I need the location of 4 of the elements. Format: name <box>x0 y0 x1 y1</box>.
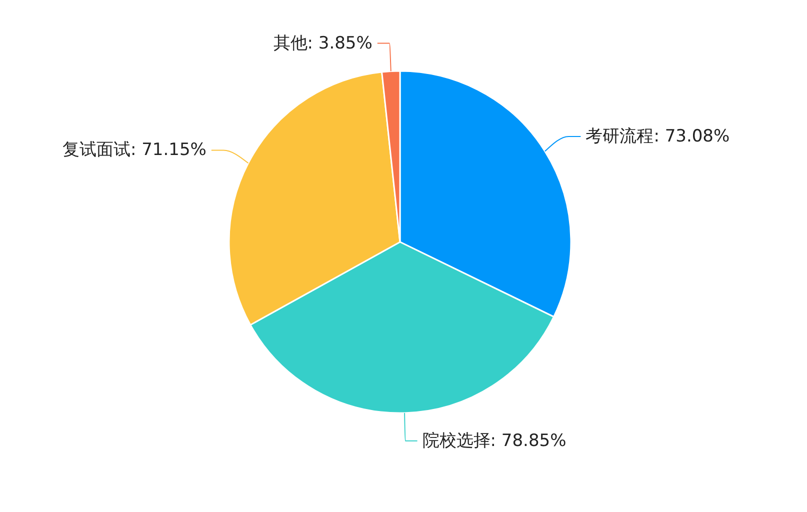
slice-label: 其他: 3.85% <box>273 33 372 54</box>
slice-label: 考研流程: 73.08% <box>586 126 730 146</box>
slice-label: 院校选择: 78.85% <box>422 430 566 451</box>
slice-label: 复试面试: 71.15% <box>62 140 206 160</box>
